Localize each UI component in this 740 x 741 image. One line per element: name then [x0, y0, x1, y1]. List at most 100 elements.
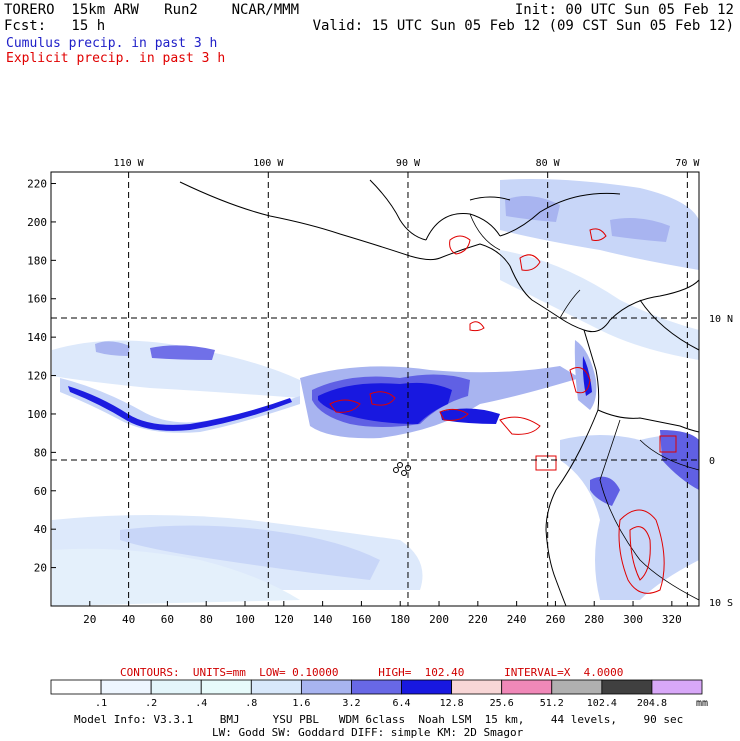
border-3 [639, 439, 700, 471]
explicit-contour-10 [659, 435, 677, 453]
coastline-3 [499, 192, 621, 237]
latitude-label: 10 S [709, 598, 733, 609]
x-tick-label: 20 [83, 613, 96, 626]
colorbar-unit: mm [696, 698, 708, 709]
y-tick-label: 120 [27, 370, 47, 383]
longitude-label: 80 W [536, 158, 561, 169]
precip-shade-4 [95, 341, 130, 356]
plot-frame [50, 171, 700, 607]
colorbar-swatch [50, 679, 102, 695]
precip-field-layer [52, 179, 699, 606]
y-tick-label: 160 [27, 293, 47, 306]
coastline-6 [469, 196, 511, 201]
longitude-label: 70 W [675, 158, 700, 169]
precip-shade-2 [68, 386, 292, 431]
x-tick-label: 260 [545, 613, 565, 626]
model-info-line1: Model Info: V3.3.1 BMJ YSU PBL WDM 6clas… [74, 713, 684, 726]
colorbar-swatch [401, 679, 453, 695]
coastline-layer [179, 179, 700, 607]
valid-time: Valid: 15 UTC Sun 05 Feb 12 (09 CST Sun … [312, 18, 734, 34]
island-3 [401, 470, 407, 476]
colorbar-swatch [100, 679, 152, 695]
colorbar-swatch [451, 679, 503, 695]
forecast-hour: Fcst: 15 h [4, 18, 106, 34]
y-tick-label: 100 [27, 408, 47, 421]
x-tick-label: 160 [351, 613, 371, 626]
latitude-labels: 10 N 0 10 S [709, 314, 733, 609]
colorbar-swatch [200, 679, 252, 695]
colorbar-swatch [551, 679, 603, 695]
x-tick-label: 300 [623, 613, 643, 626]
model-title: TORERO 15km ARW Run2 NCAR/MMM [4, 2, 300, 18]
y-tick-label: 140 [27, 331, 47, 344]
precip-shade-14 [505, 196, 560, 222]
precip-shade-8 [440, 408, 500, 424]
colorbar-swatch [601, 679, 653, 695]
border-1 [559, 289, 581, 319]
latitude-label: 0 [709, 456, 715, 467]
colorbar-swatch [501, 679, 553, 695]
coastline-0 [179, 181, 700, 333]
explicit-contour-8 [618, 509, 665, 594]
y-tick-label: 60 [34, 485, 47, 498]
precip-shade-9 [480, 371, 560, 386]
y-tick-label: 220 [27, 178, 47, 191]
colorbar-swatch [651, 679, 703, 695]
x-tick-label: 220 [468, 613, 488, 626]
explicit-contour-12 [469, 321, 485, 332]
colorbar-swatch [150, 679, 202, 695]
legend-explicit: Explicit precip. in past 3 h [6, 51, 226, 66]
x-tick-label: 60 [161, 613, 174, 626]
colorbar-tick-label: .4 [195, 698, 207, 709]
colorbar-tick-label: 6.4 [393, 698, 411, 709]
precip-shade-18 [660, 430, 699, 490]
precip-shade-19 [590, 476, 620, 506]
colorbar-swatch [300, 679, 352, 695]
longitude-label: 100 W [253, 158, 284, 169]
x-tick-label: 240 [507, 613, 527, 626]
border-0 [469, 213, 501, 251]
x-tick-label: 280 [584, 613, 604, 626]
coastline-7 [639, 299, 700, 351]
x-tick-label: 100 [235, 613, 255, 626]
precip-shade-12 [52, 548, 300, 606]
legend-cumulus: Cumulus precip. in past 3 h [6, 36, 218, 51]
explicit-contour-1 [519, 254, 541, 271]
x-tick-label: 320 [662, 613, 682, 626]
x-tick-label: 200 [429, 613, 449, 626]
x-tick-label: 40 [122, 613, 135, 626]
precip-shade-7 [318, 382, 452, 424]
colorbar-tick-label: 1.6 [292, 698, 310, 709]
explicit-contour-2 [329, 399, 361, 413]
coastline-4 [545, 329, 600, 607]
colorbar-tick-label: .1 [95, 698, 107, 709]
colorbar: .1 .2 .4 .8 1.6 3.2 6.4 12.8 25.6 51.2 102.4 204.8 m… [50, 679, 708, 709]
model-info-line2: LW: Godd SW: Goddard DIFF: simple KM: 2D… [212, 726, 524, 739]
colorbar-tick-label: 204.8 [637, 698, 667, 709]
colorbar-tick-label: .8 [245, 698, 257, 709]
x-tick-label: 120 [274, 613, 294, 626]
coastline-1 [369, 179, 427, 241]
colorbar-tick-label: .2 [145, 698, 157, 709]
lat-lon-grid [51, 172, 699, 606]
y-tick-label: 200 [27, 216, 47, 229]
precip-shade-13 [500, 179, 699, 270]
colorbar-tick-label: 12.8 [440, 698, 464, 709]
contour-info: CONTOURS: UNITS=mm LOW= 0.10000 HIGH= 10… [120, 666, 624, 679]
explicit-contour-0 [449, 235, 471, 255]
precip-shade-3 [150, 345, 215, 360]
colorbar-tick-label: 3.2 [342, 698, 360, 709]
init-time: Init: 00 UTC Sun 05 Feb 12 [514, 2, 734, 18]
explicit-contour-7 [535, 455, 557, 471]
colorbar-tick-label: 25.6 [490, 698, 514, 709]
precip-shade-11 [120, 525, 380, 580]
colorbar-swatch [250, 679, 302, 695]
colorbar-swatch [351, 679, 402, 695]
y-axis-ticks: 20 40 60 80 100 120 140 160 180 200 220 [27, 178, 56, 575]
precip-shade-16 [500, 250, 699, 360]
border-2 [599, 419, 700, 601]
explicit-contour-3 [369, 391, 396, 406]
explicit-contour-6 [569, 367, 591, 394]
y-tick-label: 40 [34, 523, 47, 536]
explicit-contour-11 [589, 228, 607, 241]
